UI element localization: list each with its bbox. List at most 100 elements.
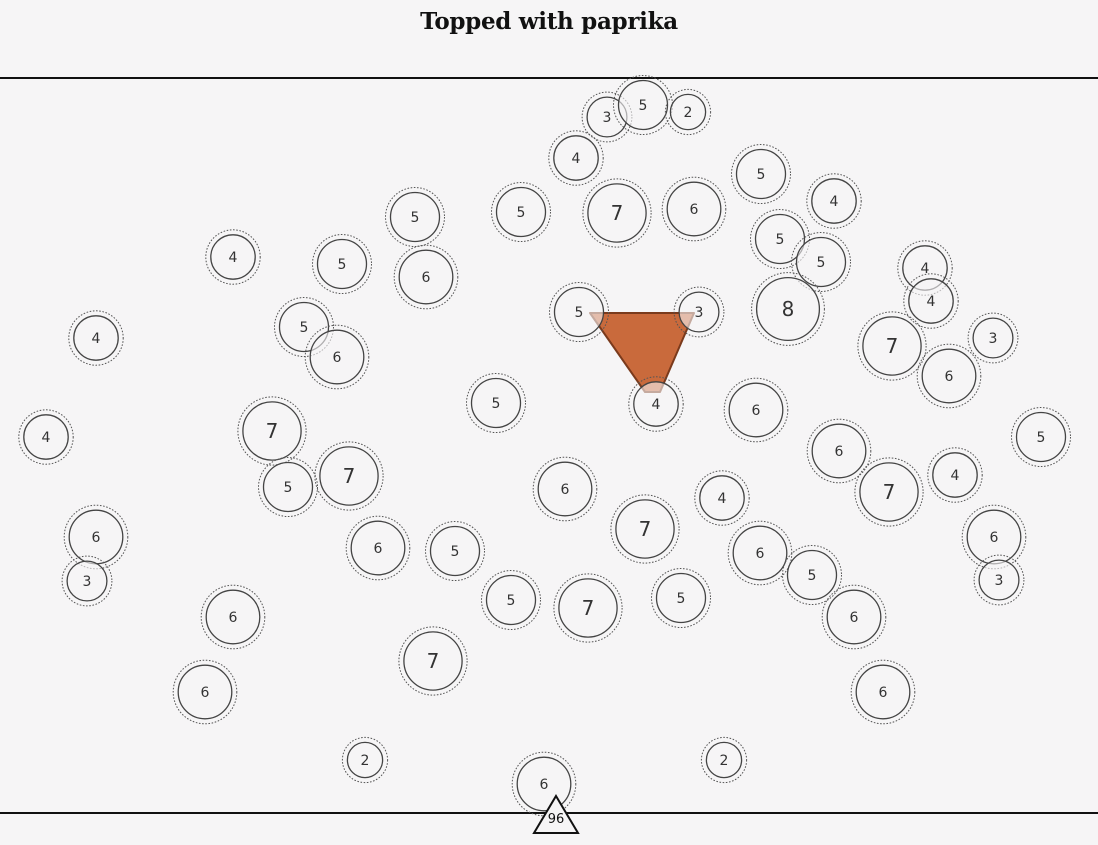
node-halo bbox=[63, 504, 129, 570]
node-halo bbox=[806, 418, 872, 484]
node-42[interactable]: 6 bbox=[345, 515, 411, 581]
node-value: 6 bbox=[561, 482, 570, 498]
node-0[interactable]: 3 bbox=[581, 91, 633, 143]
node-57[interactable]: 6 bbox=[511, 751, 577, 817]
node-35[interactable]: 4 bbox=[927, 447, 983, 503]
node-18[interactable]: 3 bbox=[673, 286, 725, 338]
node-48[interactable]: 5 bbox=[651, 568, 711, 628]
node-49[interactable]: 6 bbox=[727, 520, 793, 586]
node-value: 5 bbox=[776, 232, 785, 248]
node-30[interactable]: 7 bbox=[237, 396, 307, 466]
node-halo bbox=[61, 555, 113, 607]
count-marker: 96 bbox=[532, 794, 580, 834]
node-value: 4 bbox=[92, 331, 101, 347]
node-value: 4 bbox=[229, 250, 238, 266]
node-43[interactable]: 3 bbox=[61, 555, 113, 607]
node-ring bbox=[429, 525, 481, 577]
node-38[interactable]: 6 bbox=[63, 504, 129, 570]
node-ring bbox=[177, 664, 233, 720]
node-25[interactable]: 6 bbox=[916, 343, 982, 409]
node-12[interactable]: 4 bbox=[205, 229, 261, 285]
node-value: 3 bbox=[989, 331, 998, 347]
node-47[interactable]: 7 bbox=[553, 573, 623, 643]
node-value: 4 bbox=[718, 491, 727, 507]
node-51[interactable]: 7 bbox=[398, 626, 468, 696]
node-11[interactable]: 5 bbox=[791, 232, 851, 292]
node-9[interactable]: 5 bbox=[385, 187, 445, 247]
node-ring bbox=[485, 574, 537, 626]
node-1[interactable]: 5 bbox=[613, 75, 673, 135]
node-value: 7 bbox=[427, 649, 440, 673]
node-value: 5 bbox=[817, 255, 826, 271]
node-8[interactable]: 6 bbox=[661, 176, 727, 242]
node-value: 6 bbox=[374, 541, 383, 557]
node-3[interactable]: 4 bbox=[548, 130, 604, 186]
node-41[interactable]: 5 bbox=[258, 457, 318, 517]
node-ring bbox=[553, 135, 599, 181]
node-27[interactable]: 4 bbox=[628, 376, 684, 432]
node-ring bbox=[728, 382, 784, 438]
node-21[interactable]: 5 bbox=[549, 282, 609, 342]
node-46[interactable]: 5 bbox=[481, 570, 541, 630]
node-19[interactable]: 8 bbox=[751, 272, 825, 346]
node-halo bbox=[258, 457, 318, 517]
node-6[interactable]: 5 bbox=[491, 182, 551, 242]
node-value: 5 bbox=[451, 544, 460, 560]
node-39[interactable]: 7 bbox=[610, 494, 680, 564]
node-40[interactable]: 6 bbox=[961, 504, 1027, 570]
node-halo bbox=[491, 182, 551, 242]
node-halo bbox=[200, 584, 266, 650]
node-23[interactable]: 7 bbox=[857, 311, 927, 381]
node-37[interactable]: 4 bbox=[694, 470, 750, 526]
node-31[interactable]: 5 bbox=[1011, 407, 1071, 467]
node-29[interactable]: 4 bbox=[18, 409, 74, 465]
node-55[interactable]: 2 bbox=[341, 736, 389, 784]
node-16[interactable]: 4 bbox=[903, 273, 959, 329]
node-halo bbox=[661, 176, 727, 242]
node-34[interactable]: 6 bbox=[532, 456, 598, 522]
node-value: 7 bbox=[343, 464, 356, 488]
node-20[interactable]: 4 bbox=[68, 310, 124, 366]
node-halo bbox=[821, 584, 887, 650]
node-ring bbox=[346, 741, 384, 779]
node-value: 7 bbox=[886, 334, 899, 358]
node-value: 5 bbox=[492, 396, 501, 412]
node-13[interactable]: 5 bbox=[312, 234, 372, 294]
node-50[interactable]: 5 bbox=[782, 545, 842, 605]
node-ring bbox=[669, 93, 707, 131]
node-ring bbox=[795, 236, 847, 288]
node-10[interactable]: 5 bbox=[750, 209, 810, 269]
node-2[interactable]: 2 bbox=[664, 88, 712, 136]
node-value: 4 bbox=[42, 430, 51, 446]
node-26[interactable]: 5 bbox=[466, 373, 526, 433]
node-ring bbox=[389, 191, 441, 243]
node-4[interactable]: 5 bbox=[731, 144, 791, 204]
node-extra[interactable]: 6 bbox=[850, 659, 916, 725]
node-32[interactable]: 7 bbox=[314, 441, 384, 511]
node-36[interactable]: 7 bbox=[854, 457, 924, 527]
node-45[interactable]: 3 bbox=[973, 554, 1025, 606]
node-44[interactable]: 5 bbox=[425, 521, 485, 581]
node-52[interactable]: 6 bbox=[821, 584, 887, 650]
node-5[interactable]: 4 bbox=[806, 173, 862, 229]
node-14[interactable]: 6 bbox=[393, 244, 459, 310]
node-24[interactable]: 3 bbox=[967, 312, 1019, 364]
node-value: 4 bbox=[830, 194, 839, 210]
node-53[interactable]: 6 bbox=[200, 584, 266, 650]
node-value: 6 bbox=[945, 369, 954, 385]
node-ring bbox=[705, 741, 743, 779]
node-ring bbox=[403, 631, 463, 691]
node-ring bbox=[786, 549, 838, 601]
node-54[interactable]: 6 bbox=[172, 659, 238, 725]
node-halo bbox=[961, 504, 1027, 570]
node-22[interactable]: 6 bbox=[304, 324, 370, 390]
node-33[interactable]: 6 bbox=[806, 418, 872, 484]
node-56[interactable]: 2 bbox=[700, 736, 748, 784]
node-value: 4 bbox=[921, 261, 930, 277]
node-value: 4 bbox=[951, 468, 960, 484]
page-title: Topped with paprika bbox=[420, 8, 678, 35]
node-7[interactable]: 7 bbox=[582, 178, 652, 248]
node-ring bbox=[666, 181, 722, 237]
node-28[interactable]: 6 bbox=[723, 377, 789, 443]
